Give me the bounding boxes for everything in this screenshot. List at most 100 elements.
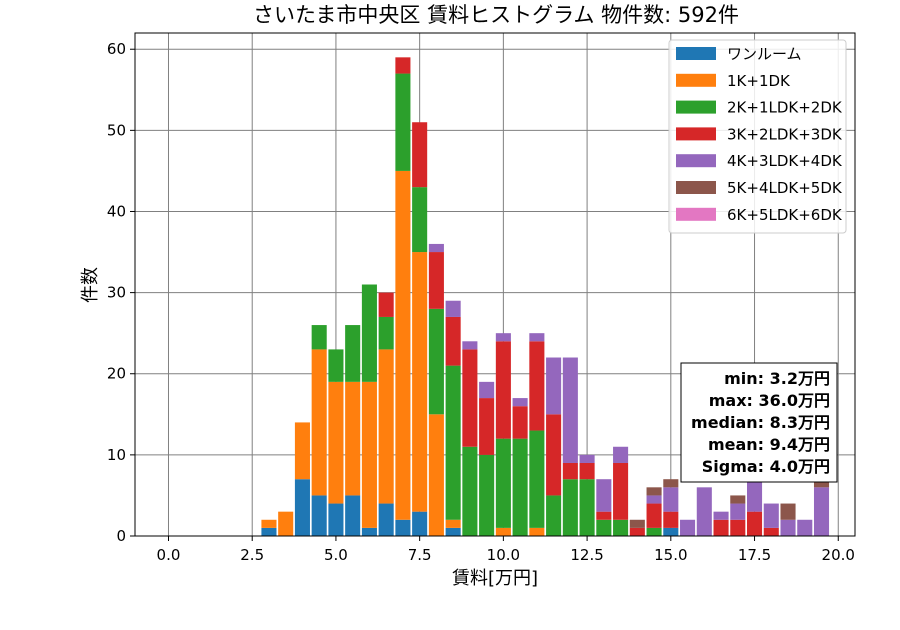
histogram-bar [730, 519, 746, 536]
legend-label: 1K+1DK [727, 72, 791, 90]
histogram-bar [311, 325, 327, 350]
histogram-bar [546, 414, 562, 496]
histogram-bar [428, 252, 444, 309]
x-tick-label: 5.0 [324, 546, 348, 564]
histogram-bar [328, 349, 344, 382]
histogram-bar [613, 519, 629, 536]
histogram-bar [663, 527, 679, 536]
histogram-bar [345, 381, 361, 496]
histogram-bar [629, 527, 645, 536]
x-tick-label: 0.0 [157, 546, 181, 564]
y-tick-label: 40 [107, 202, 126, 220]
legend-label: ワンルーム [727, 45, 802, 63]
legend-swatch [676, 181, 716, 194]
histogram-bar [378, 292, 394, 317]
legend-swatch [676, 127, 716, 141]
histogram-bar [747, 479, 763, 512]
histogram-bar [278, 511, 294, 536]
histogram-bar [546, 495, 562, 536]
y-tick-label: 30 [107, 284, 126, 302]
histogram-bar [311, 495, 327, 536]
legend-label: 3K+2LDK+3DK [727, 125, 843, 143]
histogram-bar [261, 527, 277, 536]
histogram-bar [747, 511, 763, 536]
histogram-bar [512, 398, 528, 407]
histogram-bar [579, 462, 595, 480]
legend-swatch [676, 154, 716, 168]
histogram-bar [546, 357, 562, 415]
histogram-bar [646, 503, 662, 528]
stats-max: max: 36.0万円 [709, 391, 830, 410]
y-ticks: 0 10 20 30 40 50 60 [107, 40, 135, 545]
stats-frame [680, 362, 838, 483]
histogram-bar [562, 479, 578, 536]
histogram-bar [378, 316, 394, 350]
histogram-bar [529, 333, 545, 342]
histogram-bar [680, 519, 696, 536]
histogram-bar [495, 333, 511, 342]
x-tick-label: 15.0 [654, 546, 687, 564]
histogram-bar [395, 57, 411, 74]
histogram-bar [663, 487, 679, 512]
histogram-bar [613, 462, 629, 520]
bars-group [261, 57, 830, 536]
histogram-bar [763, 527, 779, 536]
legend-label: 6K+5LDK+6DK [727, 206, 843, 224]
histogram-bar [395, 73, 411, 171]
histogram-bar [345, 325, 361, 382]
histogram-bar [646, 527, 662, 536]
x-tick-label: 7.5 [408, 546, 432, 564]
histogram-bar [613, 446, 629, 463]
legend-swatch [676, 73, 716, 87]
histogram-bar [378, 503, 394, 536]
histogram-bar [579, 479, 595, 536]
y-tick-label: 50 [107, 121, 126, 139]
histogram-bar [512, 438, 528, 536]
histogram-bar [412, 187, 428, 253]
stats-median: median: 8.3万円 [691, 413, 830, 432]
x-tick-label: 10.0 [487, 546, 520, 564]
histogram-bar [596, 511, 612, 520]
chart-title: さいたま市中央区 賃料ヒストグラム 物件数: 592件 [253, 3, 739, 27]
stats-min: min: 3.2万円 [724, 369, 830, 388]
y-axis-label: 件数 [80, 267, 101, 303]
histogram-bar [495, 341, 511, 439]
legend-label: 4K+3LDK+4DK [727, 152, 843, 170]
histogram-bar [445, 365, 461, 520]
histogram-bar [646, 487, 662, 496]
histogram-bar [462, 349, 478, 447]
stats-mean: mean: 9.4万円 [708, 435, 830, 454]
histogram-bar [512, 406, 528, 439]
histogram-bar [596, 519, 612, 536]
histogram-bar [445, 300, 461, 317]
x-tick-label: 2.5 [240, 546, 264, 564]
histogram-bar [395, 519, 411, 536]
histogram-bar [813, 479, 830, 488]
histogram-bar [361, 381, 377, 528]
histogram-bar [412, 252, 428, 512]
y-tick-label: 20 [107, 365, 126, 383]
histogram-bar [294, 479, 310, 536]
histogram-bar [445, 527, 461, 536]
x-tick-label: 17.5 [738, 546, 771, 564]
x-axis-label: 賃料[万円] [452, 568, 538, 589]
histogram-bar [529, 527, 545, 536]
y-tick-label: 0 [116, 527, 126, 545]
histogram-bar [629, 519, 645, 528]
histogram-bar [696, 487, 712, 536]
histogram-bar [780, 519, 796, 536]
histogram-bar [495, 438, 511, 528]
histogram-bar [345, 495, 361, 536]
histogram-bar [646, 495, 662, 504]
histogram-bar [663, 479, 679, 488]
legend-swatch [676, 47, 716, 60]
histogram-bar [763, 503, 779, 528]
legend: ワンルーム 1K+1DK 2K+1LDK+2DK 3K+2LDK+3DK 4K+3LDK… [668, 39, 847, 234]
histogram-bar [713, 511, 729, 520]
stats-box: min: 3.2万円 max: 36.0万円 median: 8.3万円 mea… [680, 362, 838, 483]
histogram-bar [428, 414, 444, 536]
histogram-bar [294, 422, 310, 480]
histogram-bar [328, 503, 344, 536]
histogram-bar [328, 381, 344, 504]
